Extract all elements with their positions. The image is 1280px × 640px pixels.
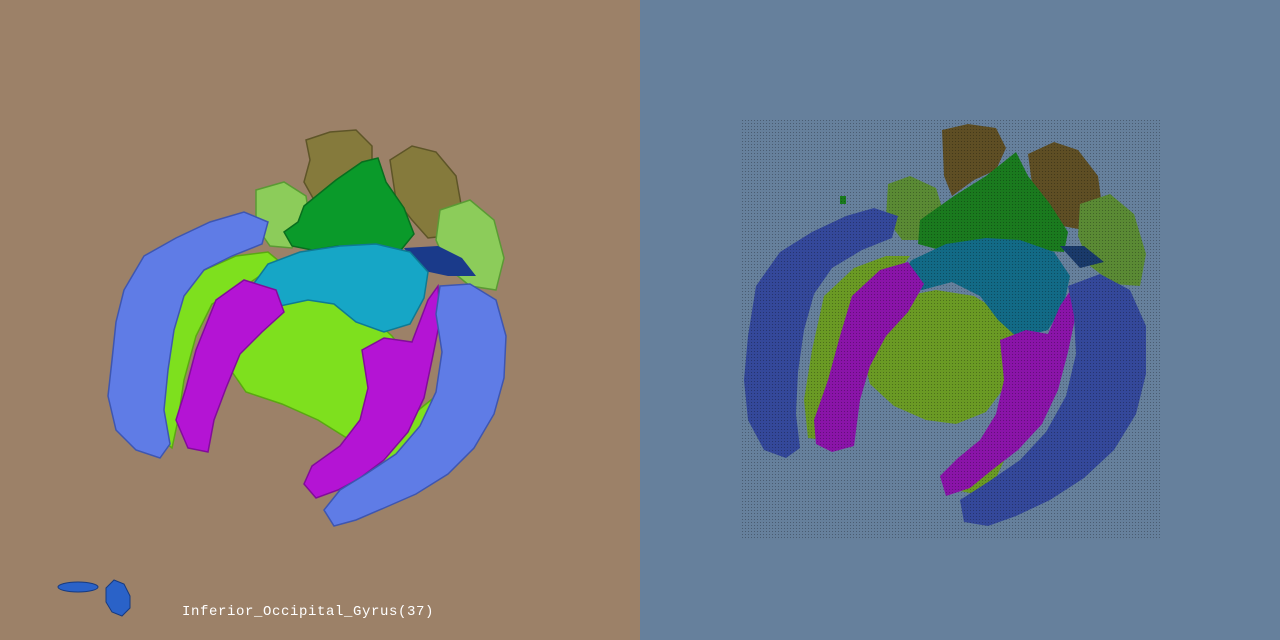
- blue-region-right: [323, 283, 507, 527]
- cyan-region: [251, 243, 429, 333]
- magenta-region-left: [175, 279, 285, 453]
- structure-caption: Inferior_Occipital_Gyrus(37): [182, 604, 435, 620]
- blue-marker-large: [105, 579, 131, 617]
- blue-region-left: [107, 211, 269, 459]
- surface-render-canvas: [0, 0, 640, 640]
- surface-render-viewport[interactable]: Inferior_Occipital_Gyrus(37): [0, 0, 640, 640]
- voxel-texture-overlay: [740, 120, 1160, 540]
- blue-marker-small: [57, 581, 99, 593]
- magenta-region-right: [303, 283, 441, 499]
- voxel-render-viewport[interactable]: [640, 0, 1280, 640]
- voxel-render-canvas: [640, 0, 1280, 640]
